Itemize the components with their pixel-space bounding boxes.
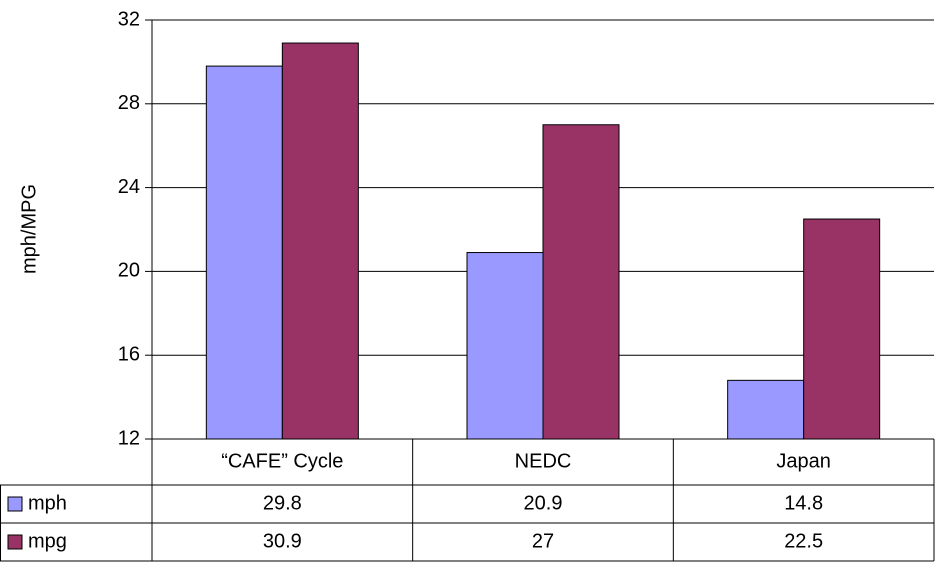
y-tick-label: 28 xyxy=(118,92,140,114)
legend-label: mph xyxy=(28,492,67,514)
legend-key xyxy=(7,496,23,512)
y-axis-label: mph/MPG xyxy=(18,184,40,274)
y-tick-label: 12 xyxy=(118,427,140,449)
y-tick-label: 16 xyxy=(118,343,140,365)
y-tick-label: 24 xyxy=(118,176,140,198)
x-tick-label: Japan xyxy=(776,450,831,472)
table-value: 20.9 xyxy=(524,492,563,514)
table-value: 27 xyxy=(532,530,554,552)
x-tick-label: “CAFE” Cycle xyxy=(221,450,343,472)
table-value: 14.8 xyxy=(784,492,823,514)
legend-key xyxy=(7,534,23,550)
table-value: 30.9 xyxy=(263,530,302,552)
bar xyxy=(803,218,881,440)
table-value: 22.5 xyxy=(784,530,823,552)
y-tick-label: 32 xyxy=(118,8,140,30)
legend-label: mpg xyxy=(28,530,67,552)
bar xyxy=(281,42,359,440)
bar xyxy=(727,379,805,440)
bar xyxy=(466,252,544,440)
bar xyxy=(205,65,283,440)
x-tick-label: NEDC xyxy=(515,450,572,472)
table-value: 29.8 xyxy=(263,492,302,514)
y-tick-label: 20 xyxy=(118,260,140,282)
bar xyxy=(542,124,620,440)
